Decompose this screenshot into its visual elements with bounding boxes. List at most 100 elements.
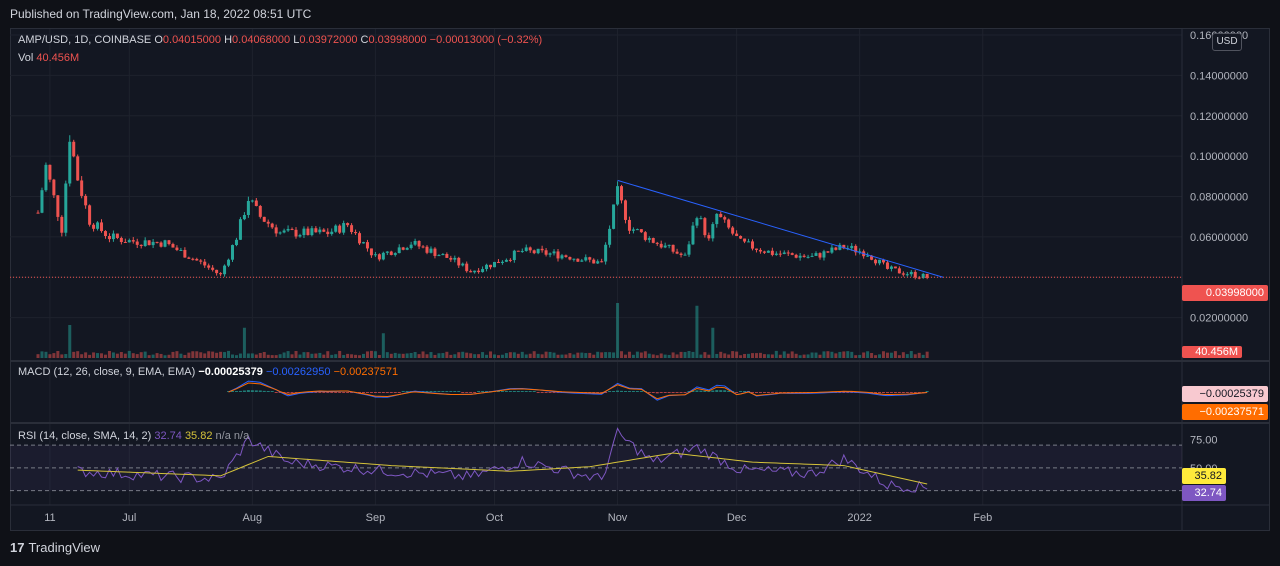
trend-line [617,179,944,278]
tradingview-brand[interactable]: TradingView [28,540,101,555]
candle-body [369,248,373,256]
candle-body [457,257,461,266]
candle-body [298,235,302,237]
volume-bar [683,352,687,358]
candle-body [778,253,782,255]
volume-bar [568,353,572,358]
volume-bar [909,351,913,358]
volume-bar [429,352,433,358]
candle-body [536,248,540,254]
volume-bar [103,354,107,358]
macd-histogram-bar [699,390,703,392]
volume-bar [342,355,346,358]
candle-body [238,219,242,240]
chart-frame[interactable] [10,28,1270,531]
volume-bar [548,351,552,358]
vol-label[interactable]: Vol [18,52,34,64]
candle-body [151,241,155,246]
volume-bar [465,352,469,358]
candle-body [219,273,223,275]
candle-body [437,255,441,257]
candle-body [211,267,215,270]
volume-bar [199,352,203,358]
volume-bar [449,354,453,358]
candle-body [500,261,504,263]
volume-bar [92,352,96,358]
rsi-ma-line [77,452,928,485]
macd-histogram-bar [508,391,512,392]
candle-body [409,244,413,249]
volume-bar [60,354,64,358]
candle-body [119,237,123,243]
candle-body [496,261,500,263]
candle-body [794,254,798,258]
macd-histogram-bar [318,392,322,393]
macd-label[interactable]: MACD (12, 26, close, 9, EMA, EMA) [18,366,196,378]
volume-bar [385,352,389,358]
volume-bar [870,353,874,358]
candle-body [540,248,544,251]
currency-button[interactable]: USD [1212,33,1242,51]
candle-body [250,200,254,202]
volume-bar [647,353,651,358]
volume-bar [223,352,227,358]
macd-histogram-bar [667,392,671,393]
macd-histogram-bar [874,392,878,393]
candle-body [600,261,604,263]
candle-body [84,195,88,206]
open-value: 0.04015000 [162,34,222,46]
candle-body [56,195,60,217]
volume-bar [266,354,270,358]
candle-body [393,253,397,255]
candle-body [552,251,556,254]
candle-body [139,244,143,247]
time-tick-label: Sep [366,512,386,524]
volume-bar [88,354,92,358]
volume-bar [64,354,68,358]
volume-bar [84,352,88,358]
macd-tag-2: −0.00237571 [1182,404,1268,420]
volume-bar [111,352,115,358]
macd-histogram-bar [496,391,500,392]
macd-histogram-bar [504,391,508,392]
volume-bar [314,353,318,358]
volume-bar [889,352,893,358]
volume-bar [433,354,437,358]
volume-bar [171,351,175,358]
candle-body [441,254,445,256]
volume-bar [425,354,429,358]
volume-bar [469,353,473,358]
volume-bar [794,353,798,358]
candle-body [310,228,314,236]
volume-bar [361,353,365,358]
top-bar: Published on TradingView.com, Jan 18, 20… [0,0,1280,28]
volume-bar [242,327,246,358]
candle-body [520,250,524,252]
macd-histogram-bar [735,392,739,393]
macd-histogram-bar [381,392,385,393]
candle-body [909,271,913,275]
candle-body [747,241,751,243]
volume-bar [274,355,278,358]
tradingview-logo-icon[interactable]: 17 [10,540,25,555]
candle-body [207,265,211,268]
candle-body [397,247,401,254]
candle-body [560,255,564,259]
volume-bar [552,352,556,358]
volume-bar [310,353,314,358]
time-tick-label: Aug [243,512,263,524]
volume-bar [421,351,425,358]
rsi-label[interactable]: RSI (14, close, SMA, 14, 2) [18,430,152,442]
volume-bar [540,354,544,358]
candle-body [631,229,635,231]
volume-bar [556,354,560,358]
candle-body [469,271,473,273]
volume-bar [703,352,707,358]
volume-bar [127,350,131,358]
volume-bar [739,355,743,358]
footer: 17 TradingView [10,540,100,555]
volume-bar [858,354,862,358]
symbol-label[interactable]: AMP/USD, 1D, COINBASE [18,34,152,46]
macd-tag-1: −0.00025379 [1182,386,1268,402]
